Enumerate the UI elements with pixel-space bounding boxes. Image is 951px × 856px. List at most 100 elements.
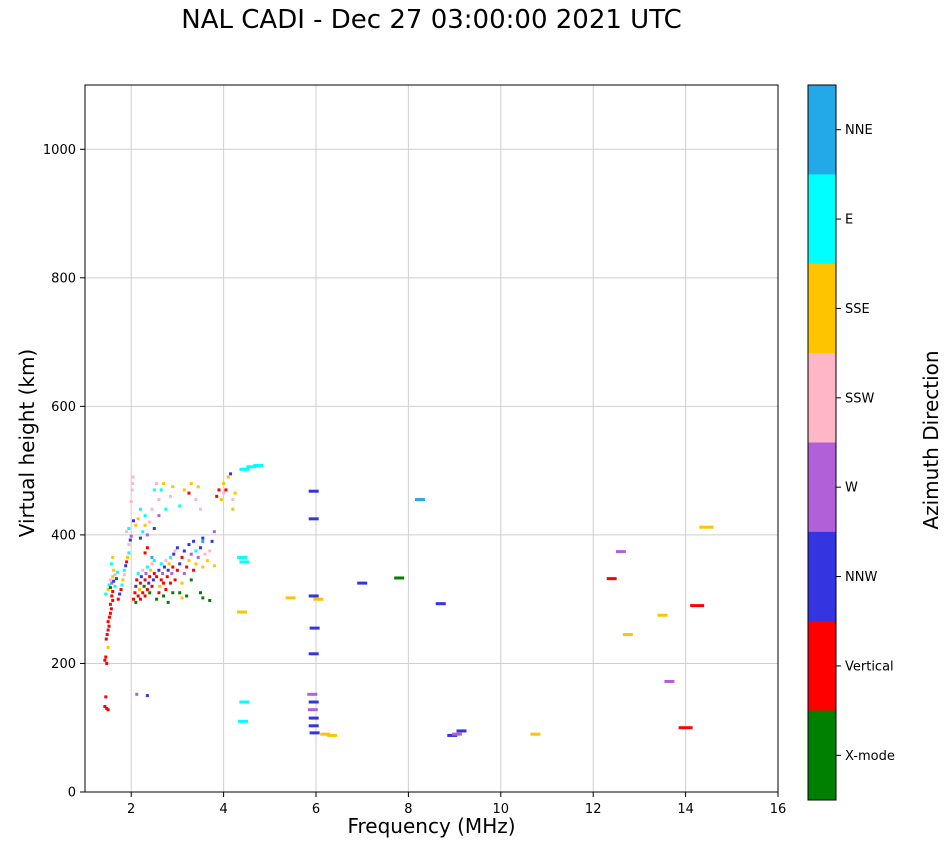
data-point xyxy=(106,588,110,592)
data-point xyxy=(159,562,163,566)
data-point xyxy=(231,507,235,511)
data-point xyxy=(106,620,110,624)
data-point xyxy=(107,624,111,628)
data-point xyxy=(233,491,237,495)
data-point xyxy=(133,591,137,595)
data-point xyxy=(114,577,118,581)
data-point xyxy=(307,708,318,712)
data-point xyxy=(435,602,446,606)
data-point xyxy=(414,498,425,502)
data-point xyxy=(111,598,115,602)
data-point xyxy=(162,581,166,585)
data-point xyxy=(622,633,633,637)
data-point xyxy=(239,700,250,704)
data-point xyxy=(112,568,116,572)
data-point xyxy=(171,565,175,569)
colorbar-segment-W xyxy=(808,442,836,533)
data-point xyxy=(178,591,182,595)
data-point xyxy=(155,575,159,579)
data-point xyxy=(194,562,198,566)
data-point xyxy=(313,597,324,601)
colorbar-tick-label: Vertical xyxy=(845,659,894,674)
data-point xyxy=(285,596,296,600)
data-point xyxy=(165,575,169,579)
data-point xyxy=(253,463,264,467)
data-point xyxy=(110,581,114,585)
data-point xyxy=(136,594,140,598)
data-point xyxy=(201,536,205,540)
data-point xyxy=(167,562,171,566)
data-point xyxy=(148,520,152,524)
data-point xyxy=(104,695,108,699)
data-point xyxy=(145,533,149,537)
colorbar-tick-label: SSW xyxy=(845,391,875,406)
data-point xyxy=(136,517,140,521)
x-tick-label: 2 xyxy=(127,802,135,817)
data-point xyxy=(131,481,135,485)
data-point xyxy=(129,534,133,538)
data-point xyxy=(175,546,179,550)
data-point xyxy=(147,581,151,585)
data-point xyxy=(189,481,193,485)
data-point xyxy=(161,571,165,575)
data-point xyxy=(143,551,147,555)
data-point xyxy=(201,596,205,600)
data-point xyxy=(129,499,133,503)
data-point xyxy=(107,615,111,619)
data-point xyxy=(164,507,168,511)
colorbar-segment-Vertical xyxy=(808,621,836,712)
data-point xyxy=(199,507,202,511)
data-point xyxy=(182,571,186,575)
data-point xyxy=(308,594,319,598)
data-point xyxy=(130,488,134,492)
data-point xyxy=(104,655,108,659)
data-point xyxy=(125,560,129,564)
data-point xyxy=(152,559,156,563)
data-point xyxy=(138,581,142,585)
data-point xyxy=(173,578,177,582)
data-point xyxy=(106,645,110,649)
x-tick-label: 12 xyxy=(585,802,602,817)
data-point xyxy=(134,584,138,588)
data-point xyxy=(148,591,152,595)
data-point xyxy=(127,551,131,555)
data-point xyxy=(171,591,175,595)
data-point xyxy=(157,591,161,595)
data-point xyxy=(215,494,219,498)
data-point xyxy=(320,732,331,736)
data-point xyxy=(138,597,142,601)
data-point xyxy=(142,584,146,588)
data-point xyxy=(141,568,145,572)
y-tick-label: 1000 xyxy=(43,143,76,158)
data-point xyxy=(178,504,182,508)
data-point xyxy=(126,555,130,559)
data-point xyxy=(180,581,184,585)
colorbar-segment-X-mode xyxy=(808,710,836,800)
data-point xyxy=(135,692,139,696)
data-point xyxy=(166,600,170,604)
data-point xyxy=(239,560,250,564)
data-point xyxy=(530,732,541,736)
data-point xyxy=(158,584,162,588)
data-point xyxy=(122,568,126,572)
data-point xyxy=(192,568,196,572)
data-point xyxy=(657,613,668,617)
data-point xyxy=(192,539,196,543)
data-point xyxy=(199,546,202,550)
data-point xyxy=(131,475,135,479)
data-point xyxy=(143,578,147,582)
data-point xyxy=(119,588,123,592)
data-point xyxy=(219,498,223,502)
data-point xyxy=(144,571,148,575)
data-point xyxy=(187,559,191,563)
x-axis-label: Frequency (MHz) xyxy=(347,814,516,838)
data-point xyxy=(222,491,226,495)
data-point xyxy=(106,628,110,632)
data-point xyxy=(116,597,120,601)
data-point xyxy=(138,588,142,592)
data-point xyxy=(309,731,320,735)
data-point xyxy=(104,592,108,596)
data-point xyxy=(109,562,113,566)
y-tick-label: 400 xyxy=(51,528,76,543)
data-point xyxy=(164,559,168,563)
